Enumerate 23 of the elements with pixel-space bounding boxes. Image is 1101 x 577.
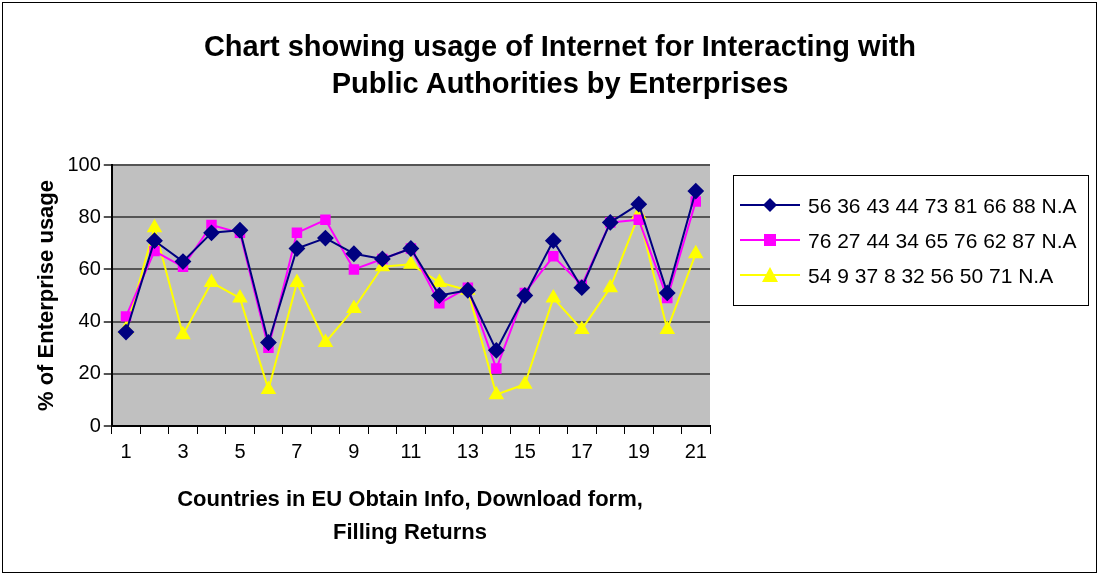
x-axis-title: Countries in EU Obtain Info, Download form, Filling Returns (176, 485, 644, 546)
x-tick-label: 1 (120, 439, 132, 462)
legend-label: 76 27 44 34 65 76 62 87 N.A (808, 228, 1077, 254)
x-tick-label: 7 (291, 439, 303, 462)
x-tick-label: 19 (627, 439, 650, 462)
x-tick-label: 9 (348, 439, 360, 462)
y-tick-label: 60 (78, 256, 101, 279)
y-tick-label: 0 (89, 413, 101, 436)
y-tick-label: 80 (78, 204, 101, 227)
x-tick-label: 5 (234, 439, 246, 462)
x-tick-label: 13 (456, 439, 479, 462)
x-tick-label: 11 (400, 439, 422, 462)
x-tick-label: 3 (177, 439, 189, 462)
y-axis-title: % of Enterprise usage (33, 179, 59, 412)
x-tick-label: 21 (684, 439, 707, 462)
legend-label: 56 36 43 44 73 81 66 88 N.A (808, 193, 1077, 219)
y-tick-label: 40 (78, 309, 101, 332)
x-tick-label: 17 (570, 439, 593, 462)
y-tick-label: 20 (78, 361, 101, 384)
x-tick-label: 15 (513, 439, 536, 462)
legend-label: 54 9 37 8 32 56 50 71 N.A (808, 263, 1054, 289)
chart-title: Chart showing usage of Internet for Interacting with Public Authorities by Enterprises (202, 29, 918, 101)
y-tick-label: 100 (67, 152, 101, 175)
